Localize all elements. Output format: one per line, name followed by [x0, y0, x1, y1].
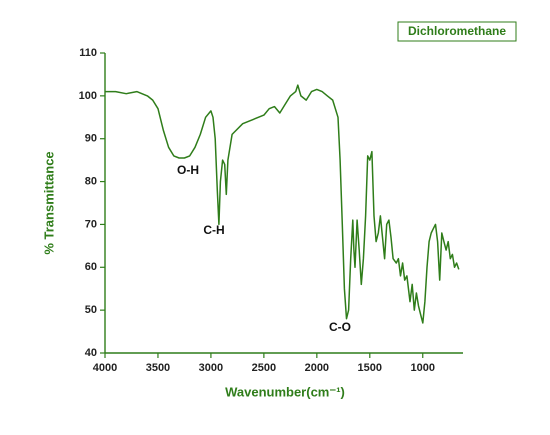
legend-box [397, 21, 517, 42]
x-tick-label: 1500 [358, 362, 382, 374]
y-tick-label: 110 [79, 47, 97, 59]
spectrum-line [105, 84, 460, 324]
annotation: O-H [177, 163, 199, 177]
x-axis-title: Wavenumber(cm⁻¹) [225, 384, 345, 399]
x-tick-label: 3500 [146, 362, 170, 374]
x-tick-label: 4000 [93, 362, 117, 374]
x-tick-label: 2000 [305, 362, 329, 374]
y-axis-title: % Transmittance [41, 151, 56, 254]
x-tick-label: 2500 [252, 362, 276, 374]
legend-label: Dichloromethane [408, 24, 506, 38]
x-tick-label: 3000 [199, 362, 223, 374]
y-tick-label: 50 [85, 304, 97, 316]
annotation: C-O [329, 320, 351, 334]
y-tick-label: 90 [85, 133, 97, 145]
y-tick-label: 100 [79, 90, 97, 102]
annotation: C-H [203, 223, 224, 237]
y-tick-label: 40 [85, 347, 97, 359]
y-tick-label: 80 [85, 175, 97, 187]
x-tick-label: 1000 [411, 362, 435, 374]
y-tick-label: 60 [85, 261, 97, 273]
y-tick-label: 70 [85, 218, 97, 230]
